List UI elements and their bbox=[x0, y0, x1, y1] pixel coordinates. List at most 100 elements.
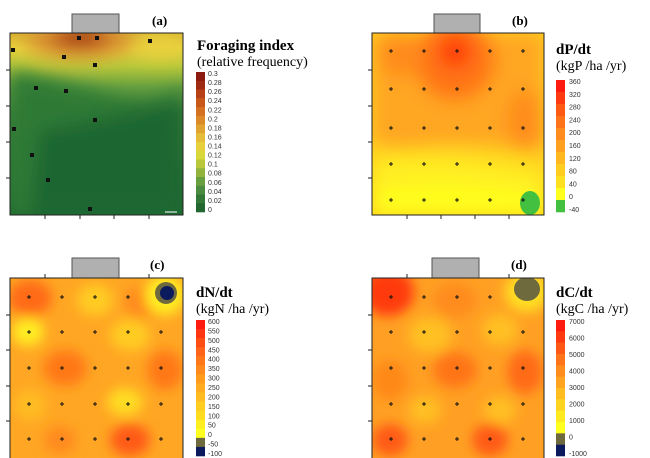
panel-c-legend-tick-label: 250 bbox=[208, 385, 220, 392]
panel-a-legend-swatch bbox=[196, 194, 205, 204]
panel-c-legend-tick-label: 450 bbox=[208, 347, 220, 354]
panel-a-legend-swatch bbox=[196, 159, 205, 169]
panel-d-legend-tick-label: 4000 bbox=[569, 369, 585, 376]
panel-d-legend-swatch bbox=[556, 376, 565, 389]
panel-a-legend-tick-label: 0.22 bbox=[208, 107, 222, 114]
panel-a-sample-points bbox=[11, 36, 152, 211]
panel-c-legend-tick-label: 550 bbox=[208, 328, 220, 335]
panel-c-legend-swatch bbox=[196, 338, 205, 348]
panel-b-legend-swatch bbox=[556, 92, 565, 105]
panel-c-legend-swatch bbox=[196, 446, 205, 457]
panel-b-axis-ticks bbox=[368, 69, 510, 219]
panel-b-legend-tick-label: 80 bbox=[569, 169, 577, 176]
panel-a-legend-tick-label: 0.18 bbox=[208, 125, 222, 132]
panel-c-legend-swatch bbox=[196, 356, 205, 366]
panel-c-legend-tick-label: 100 bbox=[208, 413, 220, 420]
panel-c-axis-ticks bbox=[6, 274, 150, 422]
panel-d-legend-swatch bbox=[556, 354, 565, 366]
panel-d-legend-swatch bbox=[556, 399, 565, 411]
panel-c-legend-swatch bbox=[196, 419, 205, 430]
panel-b-legend-swatch bbox=[556, 188, 565, 201]
panel-b-legend-swatch bbox=[556, 152, 565, 165]
panel-d-legend-tick-label: 1000 bbox=[569, 418, 585, 425]
panel-b-legend-swatch bbox=[556, 164, 565, 177]
panel-c-legend-swatch bbox=[196, 329, 205, 339]
panel-d-legend-swatch bbox=[556, 342, 565, 355]
panel-b-legend-tick-label: 320 bbox=[569, 92, 581, 99]
panel-d-subtitle: (kgC /ha /yr) bbox=[556, 302, 629, 317]
panel-a-legend-tick-label: 0.2 bbox=[208, 116, 218, 123]
panel-b-map bbox=[372, 33, 544, 215]
panel-c-map bbox=[10, 278, 183, 458]
panel-a: (a) Foraging index (relative frequency) … bbox=[6, 13, 308, 219]
panel-b-title: dP/dt bbox=[556, 42, 591, 58]
panel-a-legend-tick-label: 0.14 bbox=[208, 144, 222, 151]
panel-d-legend: 7000 6000 5000 4000 3000 2000 1000 0 -1000 bbox=[556, 319, 587, 458]
panel-b-legend: 360 320 280 240 200 160 120 80 40 0 -40 bbox=[556, 79, 581, 214]
panel-d-title: dC/dt bbox=[556, 285, 593, 301]
panel-b-legend-swatch bbox=[556, 140, 565, 153]
panel-a-legend-tick-label: 0.28 bbox=[208, 80, 222, 87]
panel-d-legend-tick-label: -1000 bbox=[569, 451, 587, 458]
panel-b-legend-tick-label: 240 bbox=[569, 117, 581, 124]
panel-c-legend-tick-label: 0 bbox=[208, 432, 212, 439]
panel-d: (d) dC/dt (kgC /ha /yr) 7000 6000 5000 4000… bbox=[368, 257, 629, 458]
panel-d-legend-tick-label: 7000 bbox=[569, 319, 585, 326]
panel-b-legend-tick-label: 120 bbox=[569, 156, 581, 163]
panel-c-legend-tick-label: 150 bbox=[208, 404, 220, 411]
panel-d-legend-swatch bbox=[556, 433, 565, 445]
panel-b-legend-tick-label: 280 bbox=[569, 105, 581, 112]
panel-a-roof-block bbox=[71, 13, 120, 35]
panel-a-legend-tick-label: 0.1 bbox=[208, 162, 218, 169]
panel-a-legend-swatch bbox=[196, 150, 205, 160]
panel-a-legend-tick-label: 0.12 bbox=[208, 153, 222, 160]
panel-a-legend: 0.3 0.28 0.26 0.24 0.22 0.2 0.18 0.16 0.14 0.12 0.… bbox=[196, 71, 222, 214]
panel-c-legend-tick-label: 500 bbox=[208, 338, 220, 345]
panel-d-legend-swatch bbox=[556, 388, 565, 400]
panel-c-legend-swatch bbox=[196, 347, 205, 357]
panel-a-legend-swatch bbox=[196, 107, 205, 117]
panel-a-legend-swatch bbox=[196, 203, 205, 213]
panel-b-legend-tick-label: -40 bbox=[569, 207, 579, 214]
panel-b-legend-swatch bbox=[556, 128, 565, 141]
panel-c-legend-swatch bbox=[196, 410, 205, 421]
panel-a-legend-swatch bbox=[196, 142, 205, 152]
panel-a-legend-swatch bbox=[196, 89, 205, 99]
panel-a-legend-tick-label: 0.08 bbox=[208, 171, 222, 178]
panel-b-legend-swatch bbox=[556, 176, 565, 189]
panel-b-legend-swatch bbox=[556, 200, 565, 213]
panel-a-legend-tick-label: 0.26 bbox=[208, 89, 222, 96]
panel-c-legend-swatch bbox=[196, 374, 205, 384]
panel-b-label: (b) bbox=[512, 13, 528, 28]
panel-d-legend-swatch bbox=[556, 444, 565, 457]
panel-a-legend-tick-label: 0.06 bbox=[208, 180, 222, 187]
panel-a-axis-ticks bbox=[6, 69, 150, 219]
panel-c-legend-swatch bbox=[196, 428, 205, 439]
panel-a-subtitle: (relative frequency) bbox=[197, 55, 308, 70]
panel-c-legend-swatch bbox=[196, 383, 205, 393]
panel-b-legend-tick-label: 0 bbox=[569, 194, 573, 201]
panel-d-axis-ticks bbox=[368, 274, 510, 422]
panel-b-subtitle: (kgP /ha /yr) bbox=[556, 59, 627, 74]
panel-a-legend-swatch bbox=[196, 115, 205, 125]
panel-c-subtitle: (kgN /ha /yr) bbox=[196, 302, 269, 317]
panel-d-legend-swatch bbox=[556, 365, 565, 377]
panel-b-legend-tick-label: 160 bbox=[569, 143, 581, 150]
panel-d-label: (d) bbox=[511, 257, 527, 272]
panel-a-legend-tick-label: 0.04 bbox=[208, 189, 222, 196]
panel-a-legend-swatch bbox=[196, 124, 205, 134]
panel-b-legend-tick-label: 40 bbox=[569, 181, 577, 188]
panel-a-legend-swatch bbox=[196, 133, 205, 143]
panel-a-legend-tick-label: 0.02 bbox=[208, 198, 222, 205]
panel-a-title: Foraging index bbox=[197, 38, 295, 54]
panel-a-legend-swatch bbox=[196, 98, 205, 108]
panel-b-roof-block bbox=[433, 13, 481, 35]
panel-b-legend-swatch bbox=[556, 104, 565, 117]
panel-c-legend-swatch bbox=[196, 401, 205, 411]
panel-c-title: dN/dt bbox=[196, 285, 233, 301]
panel-d-legend-tick-label: 3000 bbox=[569, 385, 585, 392]
panel-c-legend: 600550500450400350300250200150100500-50-… bbox=[196, 319, 222, 458]
panel-c-legend-tick-label: 200 bbox=[208, 394, 220, 401]
panel-d-roof-block bbox=[431, 257, 480, 280]
